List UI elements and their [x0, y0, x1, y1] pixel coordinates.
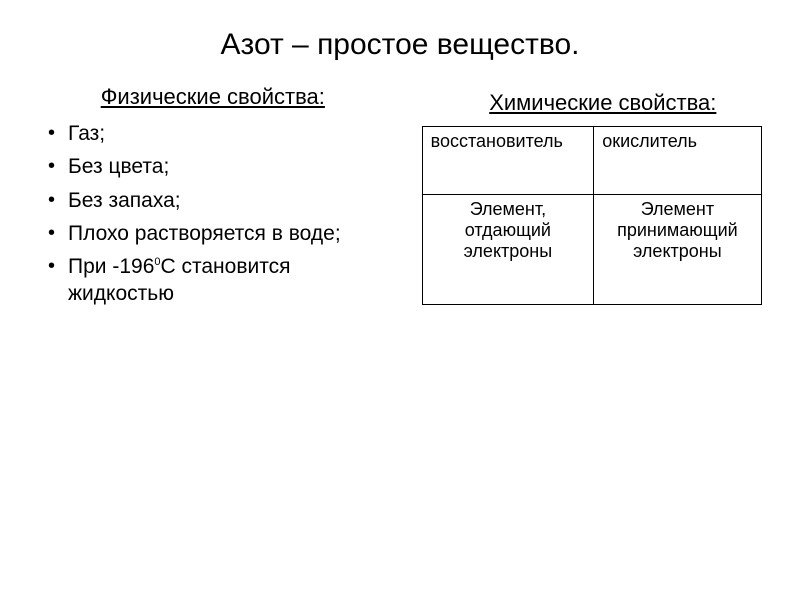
left-column: Физические свойства: Газ; Без цвета; Без… — [40, 84, 386, 314]
list-item: Плохо растворяется в воде; — [46, 220, 386, 247]
cell-oxidizer-header: окислитель — [594, 127, 761, 195]
slide-title: Азот – простое вещество. — [40, 28, 760, 62]
slide: Азот – простое вещество. Физические свой… — [0, 0, 800, 600]
physical-heading: Физические свойства: — [40, 84, 386, 110]
columns: Физические свойства: Газ; Без цвета; Без… — [40, 84, 760, 314]
cell-reducer-header: восстановитель — [422, 127, 594, 195]
table-row: Элемент, отдающий электроны Элемент прин… — [422, 195, 761, 305]
cell-reducer-desc: Элемент, отдающий электроны — [422, 195, 594, 305]
list-item: Без запаха; — [46, 187, 386, 214]
temp-prefix: При -196 — [68, 255, 154, 278]
chemical-table: восстановитель окислитель Элемент, отдаю… — [422, 126, 762, 305]
cell-oxidizer-desc: Элемент принимающий электроны — [594, 195, 761, 305]
right-column: Химические свойства: восстановитель окис… — [416, 84, 790, 314]
table-row: восстановитель окислитель — [422, 127, 761, 195]
physical-list: Газ; Без цвета; Без запаха; Плохо раство… — [40, 120, 386, 308]
list-item: При -1960С становится жидкостью — [46, 253, 386, 308]
chemical-heading: Химические свойства: — [416, 90, 790, 116]
list-item: Газ; — [46, 120, 386, 147]
list-item: Без цвета; — [46, 153, 386, 180]
